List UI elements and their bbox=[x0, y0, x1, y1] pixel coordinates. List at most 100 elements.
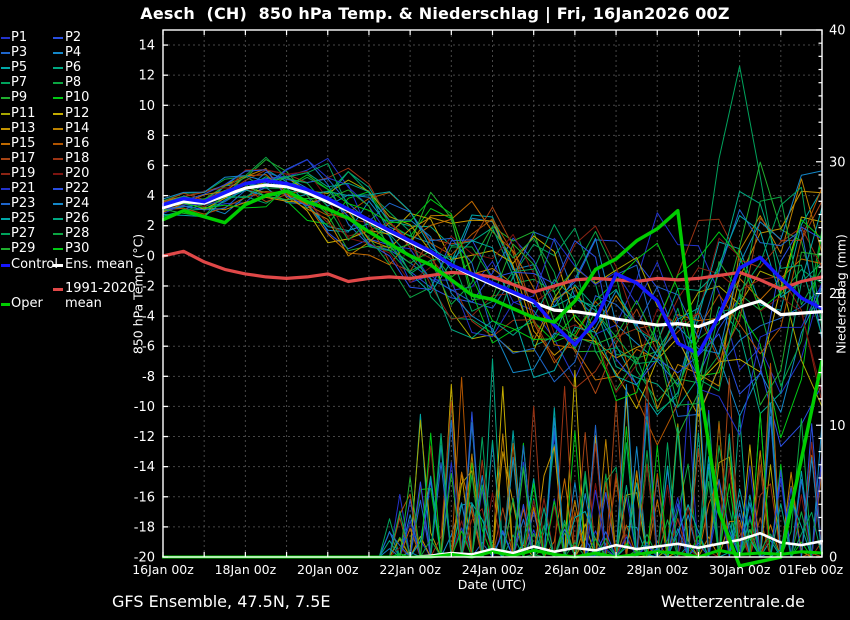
left-tick-label: -6 bbox=[142, 340, 155, 355]
legend-member-P10-label: P10 bbox=[65, 90, 90, 106]
legend-member-P2-swatch bbox=[53, 37, 63, 39]
legend-member-P16-label: P16 bbox=[65, 135, 90, 151]
legend-member-P2-label: P2 bbox=[65, 30, 82, 45]
legend-climate-mean-swatch bbox=[53, 288, 63, 291]
legend-member-P29-swatch bbox=[1, 248, 10, 251]
legend-member-P18-swatch bbox=[53, 157, 63, 160]
x-tick-label: 24Jan 00z bbox=[462, 562, 524, 577]
legend-member-P11-swatch bbox=[1, 112, 10, 115]
chart-title: Aesch (CH) 850 hPa Temp. & Niederschlag … bbox=[140, 4, 730, 23]
right-tick-label: 30 bbox=[829, 155, 846, 170]
legend-member-P18-label: P18 bbox=[65, 150, 90, 166]
member-temp-line-P17 bbox=[162, 188, 823, 394]
left-tick-label: -14 bbox=[134, 460, 155, 475]
legend-control-swatch bbox=[1, 263, 10, 267]
legend-member-P25-label: P25 bbox=[11, 211, 36, 227]
legend-member-P4-label: P4 bbox=[65, 45, 82, 61]
legend-member-P9-label: P9 bbox=[11, 90, 28, 106]
member-temp-line-P8 bbox=[162, 176, 823, 402]
legend-member-P30-swatch bbox=[53, 248, 63, 251]
legend-member-P12-label: P12 bbox=[65, 105, 90, 121]
left-tick-label: 8 bbox=[147, 129, 155, 144]
legend-member-P16-swatch bbox=[53, 142, 63, 145]
climate-mean-line bbox=[162, 249, 823, 294]
legend-member-P5-label: P5 bbox=[11, 60, 28, 76]
legend-control-label: Control bbox=[11, 256, 58, 272]
left-tick-label: -18 bbox=[134, 520, 155, 535]
left-tick-label: 6 bbox=[147, 159, 155, 174]
left-tick-label: -12 bbox=[134, 430, 155, 445]
legend-member-P22-label: P22 bbox=[65, 181, 90, 196]
member-temp-line-P5 bbox=[162, 169, 823, 416]
legend-member-P14-swatch bbox=[53, 127, 63, 130]
legend-member-P8-label: P8 bbox=[65, 75, 82, 91]
legend-member-P26-label: P26 bbox=[65, 211, 90, 227]
legend-oper-label: Oper bbox=[11, 296, 43, 311]
legend-member-P23-label: P23 bbox=[11, 196, 36, 212]
right-tick-label: 0 bbox=[829, 551, 837, 566]
legend-member-P15-swatch bbox=[1, 142, 10, 145]
left-tick-label: -4 bbox=[142, 310, 155, 325]
legend-member-P4-swatch bbox=[53, 52, 63, 55]
member-temp-line-P20 bbox=[162, 169, 823, 394]
left-tick-label: 10 bbox=[138, 99, 155, 114]
legend-ens-mean-label: Ens. mean bbox=[65, 256, 134, 272]
left-tick-label: 0 bbox=[147, 249, 155, 264]
legend-member-P24-swatch bbox=[53, 203, 63, 206]
legend-member-P17-label: P17 bbox=[11, 150, 36, 166]
source-watermark: Wetterzentrale.de bbox=[660, 592, 805, 611]
x-tick-label: 16Jan 00z bbox=[132, 562, 194, 577]
right-tick-label: 10 bbox=[829, 419, 846, 434]
left-tick-label: -10 bbox=[134, 400, 155, 415]
legend-oper-swatch bbox=[1, 303, 10, 306]
member-temp-line-P29 bbox=[162, 184, 823, 437]
legend-member-P3-label: P3 bbox=[11, 45, 28, 61]
legend-member-P9-swatch bbox=[1, 97, 10, 100]
left-tick-label: -16 bbox=[134, 490, 155, 505]
left-tick-label: 4 bbox=[147, 189, 155, 204]
legend-member-P24-label: P24 bbox=[65, 196, 90, 212]
legend-member-P30-label: P30 bbox=[65, 241, 90, 257]
legend-ens-mean-swatch bbox=[53, 263, 63, 267]
legend-member-P6-label: P6 bbox=[65, 60, 82, 76]
legend-member-P1-swatch bbox=[1, 37, 10, 39]
legend-member-P29-label: P29 bbox=[11, 241, 36, 257]
legend-member-P22-swatch bbox=[53, 188, 63, 190]
legend-member-P28-label: P28 bbox=[65, 226, 90, 242]
legend-member-P20-swatch bbox=[53, 172, 63, 175]
right-tick-label: 40 bbox=[829, 24, 846, 39]
model-run-caption: GFS Ensemble, 47.5N, 7.5E bbox=[112, 592, 331, 611]
legend-member-P10-swatch bbox=[53, 97, 63, 100]
legend-member-P13-swatch bbox=[1, 127, 10, 130]
legend-member-P11-label: P11 bbox=[11, 105, 36, 121]
legend-member-P1-label: P1 bbox=[11, 30, 28, 45]
left-tick-label: 14 bbox=[138, 39, 155, 54]
x-tick-label: 22Jan 00z bbox=[379, 562, 441, 577]
x-tick-label: 01Feb 00z bbox=[779, 562, 844, 577]
x-tick-label: 20Jan 00z bbox=[297, 562, 359, 577]
left-tick-label: -8 bbox=[142, 370, 155, 385]
left-tick-label: 2 bbox=[147, 219, 155, 234]
legend-climate-mean-label-line2: mean bbox=[65, 296, 102, 311]
legend-member-P26-swatch bbox=[53, 218, 63, 221]
legend-member-P25-swatch bbox=[1, 218, 10, 221]
legend-member-P17-swatch bbox=[1, 157, 10, 160]
x-tick-label: 28Jan 00z bbox=[626, 562, 688, 577]
legend-member-P7-label: P7 bbox=[11, 75, 28, 91]
control-temp-line bbox=[162, 178, 823, 356]
x-tick-label: 30Jan 00z bbox=[709, 562, 771, 577]
legend-member-P27-swatch bbox=[1, 233, 10, 236]
member-temp-line-P28 bbox=[162, 156, 823, 406]
legend-member-P21-label: P21 bbox=[11, 181, 36, 196]
left-tick-label: 12 bbox=[138, 69, 155, 84]
legend-member-P28-swatch bbox=[53, 233, 63, 236]
legend-member-P21-swatch bbox=[1, 188, 10, 190]
legend-member-P8-swatch bbox=[53, 82, 63, 85]
legend-member-P12-swatch bbox=[53, 112, 63, 115]
right-tick-label: 20 bbox=[829, 287, 846, 302]
legend-member-P14-label: P14 bbox=[65, 120, 90, 136]
legend-member-P20-label: P20 bbox=[65, 165, 90, 181]
legend-member-P7-swatch bbox=[1, 82, 10, 85]
